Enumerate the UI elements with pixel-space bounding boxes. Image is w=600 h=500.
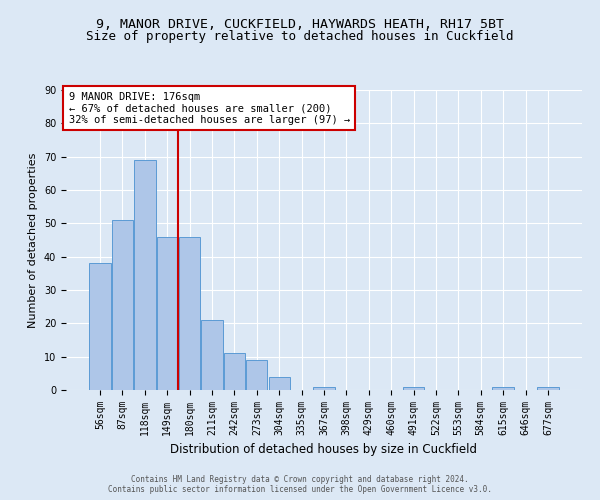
Text: Size of property relative to detached houses in Cuckfield: Size of property relative to detached ho… [86,30,514,43]
Bar [246,360,268,390]
Bar [224,354,245,390]
Y-axis label: Number of detached properties: Number of detached properties [28,152,38,328]
Bar [537,386,559,390]
Bar [313,386,335,390]
Bar [112,220,133,390]
Bar [269,376,290,390]
Bar [89,264,111,390]
Text: Contains HM Land Registry data © Crown copyright and database right 2024.
Contai: Contains HM Land Registry data © Crown c… [108,474,492,494]
Bar [134,160,155,390]
Bar [179,236,200,390]
Bar [157,236,178,390]
Text: 9, MANOR DRIVE, CUCKFIELD, HAYWARDS HEATH, RH17 5BT: 9, MANOR DRIVE, CUCKFIELD, HAYWARDS HEAT… [96,18,504,30]
Bar [202,320,223,390]
Text: 9 MANOR DRIVE: 176sqm
← 67% of detached houses are smaller (200)
32% of semi-det: 9 MANOR DRIVE: 176sqm ← 67% of detached … [68,92,350,124]
Bar [403,386,424,390]
Bar [493,386,514,390]
X-axis label: Distribution of detached houses by size in Cuckfield: Distribution of detached houses by size … [170,444,478,456]
